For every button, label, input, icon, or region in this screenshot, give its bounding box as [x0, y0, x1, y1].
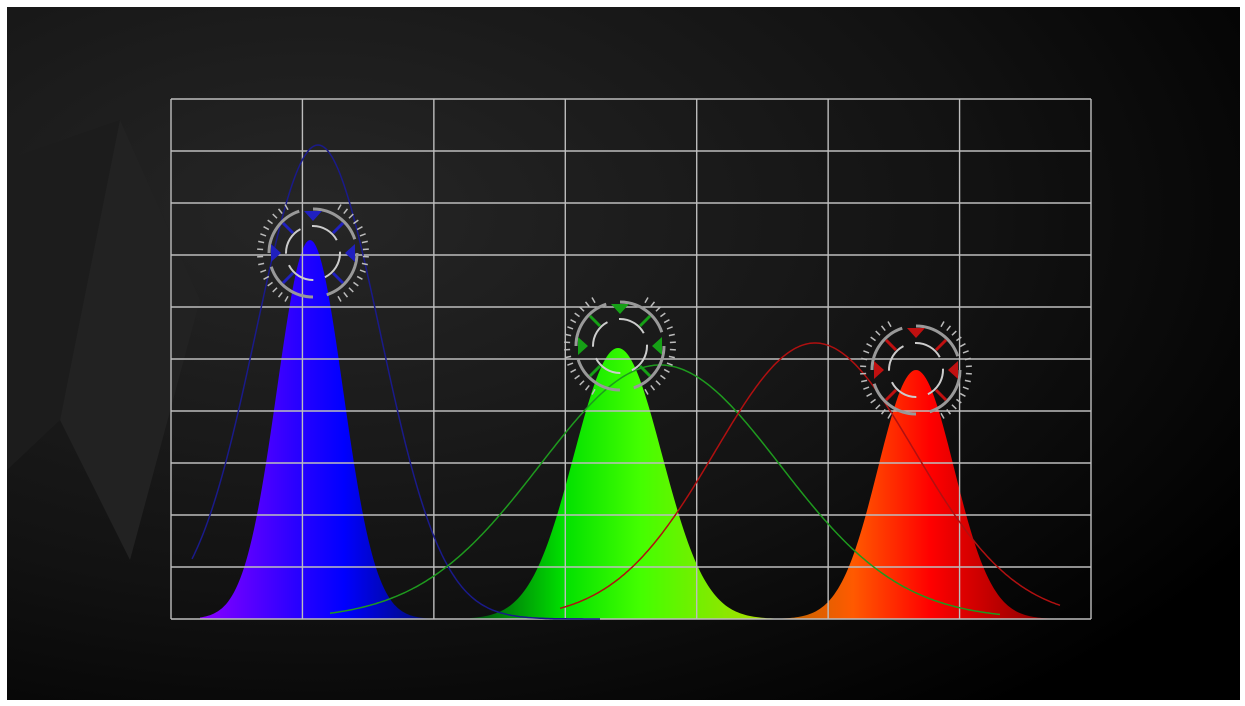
- spectrum-scene: [0, 0, 1245, 706]
- page: (() => { const svg = document.getElement…: [0, 0, 1245, 706]
